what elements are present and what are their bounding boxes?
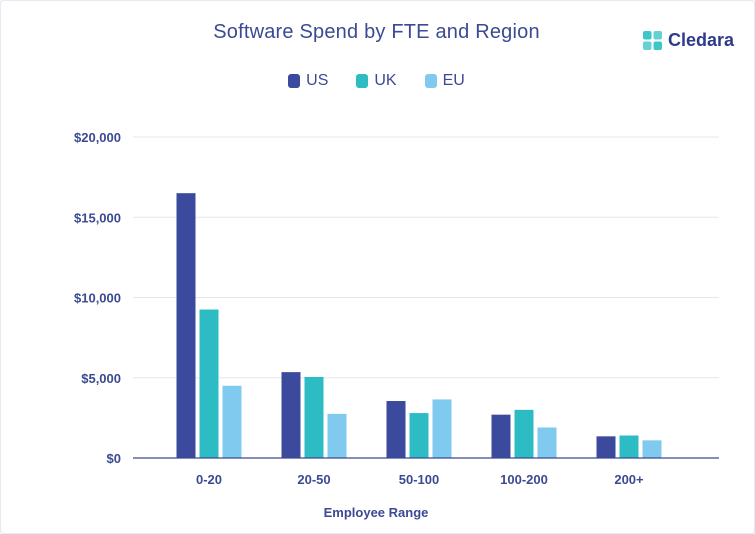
- bar-us-200+: [596, 436, 616, 458]
- legend-label-us: US: [306, 72, 329, 89]
- bar-eu-200+: [642, 440, 662, 458]
- legend-item-us: US: [288, 72, 328, 90]
- x-tick-label: 50-100: [399, 472, 439, 487]
- legend-swatch-eu: [424, 74, 437, 88]
- legend-item-eu: EU: [424, 72, 465, 90]
- legend-swatch-uk: [356, 74, 369, 88]
- x-tick-label: 20-50: [297, 472, 330, 487]
- bar-us-20-50: [281, 372, 301, 458]
- y-tick-label: $5,000: [81, 371, 121, 386]
- gridlines: [133, 136, 719, 379]
- bar-eu-20-50: [327, 413, 347, 458]
- chart-title: Software Spend by FTE and Region: [213, 21, 540, 43]
- bars: [176, 193, 662, 459]
- bar-eu-100-200: [537, 427, 557, 458]
- x-tick-label: 100-200: [500, 472, 548, 487]
- cledara-logo-icon: [643, 31, 662, 50]
- bar-uk-0-20: [199, 309, 219, 458]
- brand-logo: Cledara: [643, 30, 734, 51]
- bar-uk-50-100: [409, 413, 429, 458]
- legend-item-uk: UK: [356, 72, 397, 90]
- x-tick-label: 200+: [614, 472, 644, 487]
- bar-us-50-100: [386, 401, 406, 458]
- bar-uk-20-50: [304, 376, 324, 458]
- bar-eu-0-20: [222, 385, 242, 458]
- bar-us-0-20: [176, 193, 196, 459]
- y-tick-label: $0: [107, 451, 121, 466]
- chart-legend: US UK EU: [1, 72, 752, 90]
- x-axis-title: Employee Range: [324, 505, 429, 520]
- y-tick-label: $10,000: [74, 291, 121, 306]
- brand-name: Cledara: [668, 30, 735, 50]
- bar-uk-100-200: [514, 409, 534, 458]
- y-tick-label: $20,000: [74, 130, 121, 145]
- bar-eu-50-100: [432, 399, 452, 458]
- legend-swatch-us: [288, 74, 301, 88]
- bar-us-100-200: [491, 414, 511, 458]
- y-tick-label: $15,000: [74, 210, 121, 225]
- x-tick-label: 0-20: [196, 472, 222, 487]
- legend-label-uk: UK: [374, 72, 397, 89]
- y-axis-ticks: $0 $5,000 $10,000 $15,000 $20,000: [74, 130, 121, 466]
- legend-label-eu: EU: [442, 72, 465, 89]
- bar-uk-200+: [619, 435, 639, 458]
- x-axis-ticks: 0-20 20-50 50-100 100-200 200+: [196, 472, 644, 487]
